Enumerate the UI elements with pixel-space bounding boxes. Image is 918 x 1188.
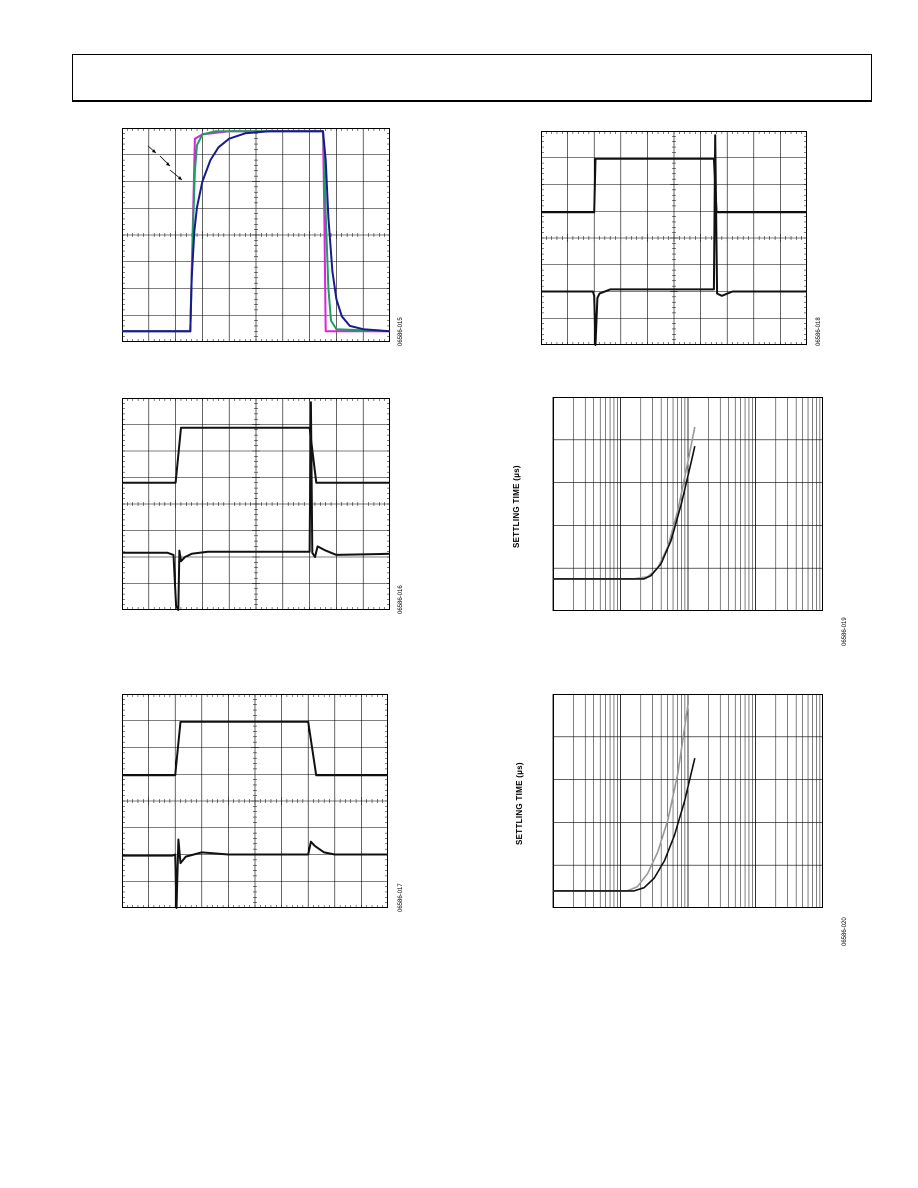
fig019-series-1-line — [553, 446, 696, 580]
scope-plot-2 — [122, 398, 391, 611]
scope-plot-3-svg — [122, 694, 388, 909]
scope-plot-3 — [122, 694, 388, 909]
figure-id-019: 06586-019 — [842, 617, 848, 646]
fig018-series-1-line — [541, 134, 807, 346]
y-axis-label-settling-time-1: SETTLING TIME (µs) — [512, 465, 521, 548]
figure-id-015: 06586-015 — [398, 317, 404, 346]
figure-id-017: 06586-017 — [398, 883, 404, 912]
fig020-series-1-line — [553, 758, 696, 892]
fig015-series-2-line — [122, 130, 391, 333]
scope-plot-1-svg — [122, 128, 391, 342]
settling-plot-2 — [552, 694, 823, 908]
figure-id-018: 06586-018 — [816, 317, 822, 346]
scope-plot-4-svg — [541, 131, 807, 346]
fig015-annotation-arrowhead-0 — [152, 149, 156, 153]
fig018-series-0-line — [541, 157, 807, 214]
settling-plot-2-svg — [552, 694, 823, 908]
fig016-series-0-line — [122, 426, 390, 484]
figure-id-016: 06586-016 — [398, 585, 404, 614]
figure-id-020: 06586-020 — [842, 917, 848, 946]
fig016-series-1-line — [122, 401, 391, 611]
fig015-annotation-arrowhead-1 — [166, 162, 170, 166]
settling-plot-1-svg — [552, 397, 823, 611]
fig017-series-1-line — [122, 838, 388, 909]
scope-plot-4 — [541, 131, 807, 346]
fig017-series-0-line — [122, 720, 388, 777]
scope-plot-1 — [122, 128, 391, 342]
fig015-annotation-arrowhead-2 — [178, 176, 182, 180]
page-header-box — [72, 54, 872, 102]
settling-plot-1 — [552, 397, 823, 611]
scope-plot-2-svg — [122, 398, 391, 611]
y-axis-label-settling-time-2: SETTLING TIME (µs) — [515, 762, 524, 845]
